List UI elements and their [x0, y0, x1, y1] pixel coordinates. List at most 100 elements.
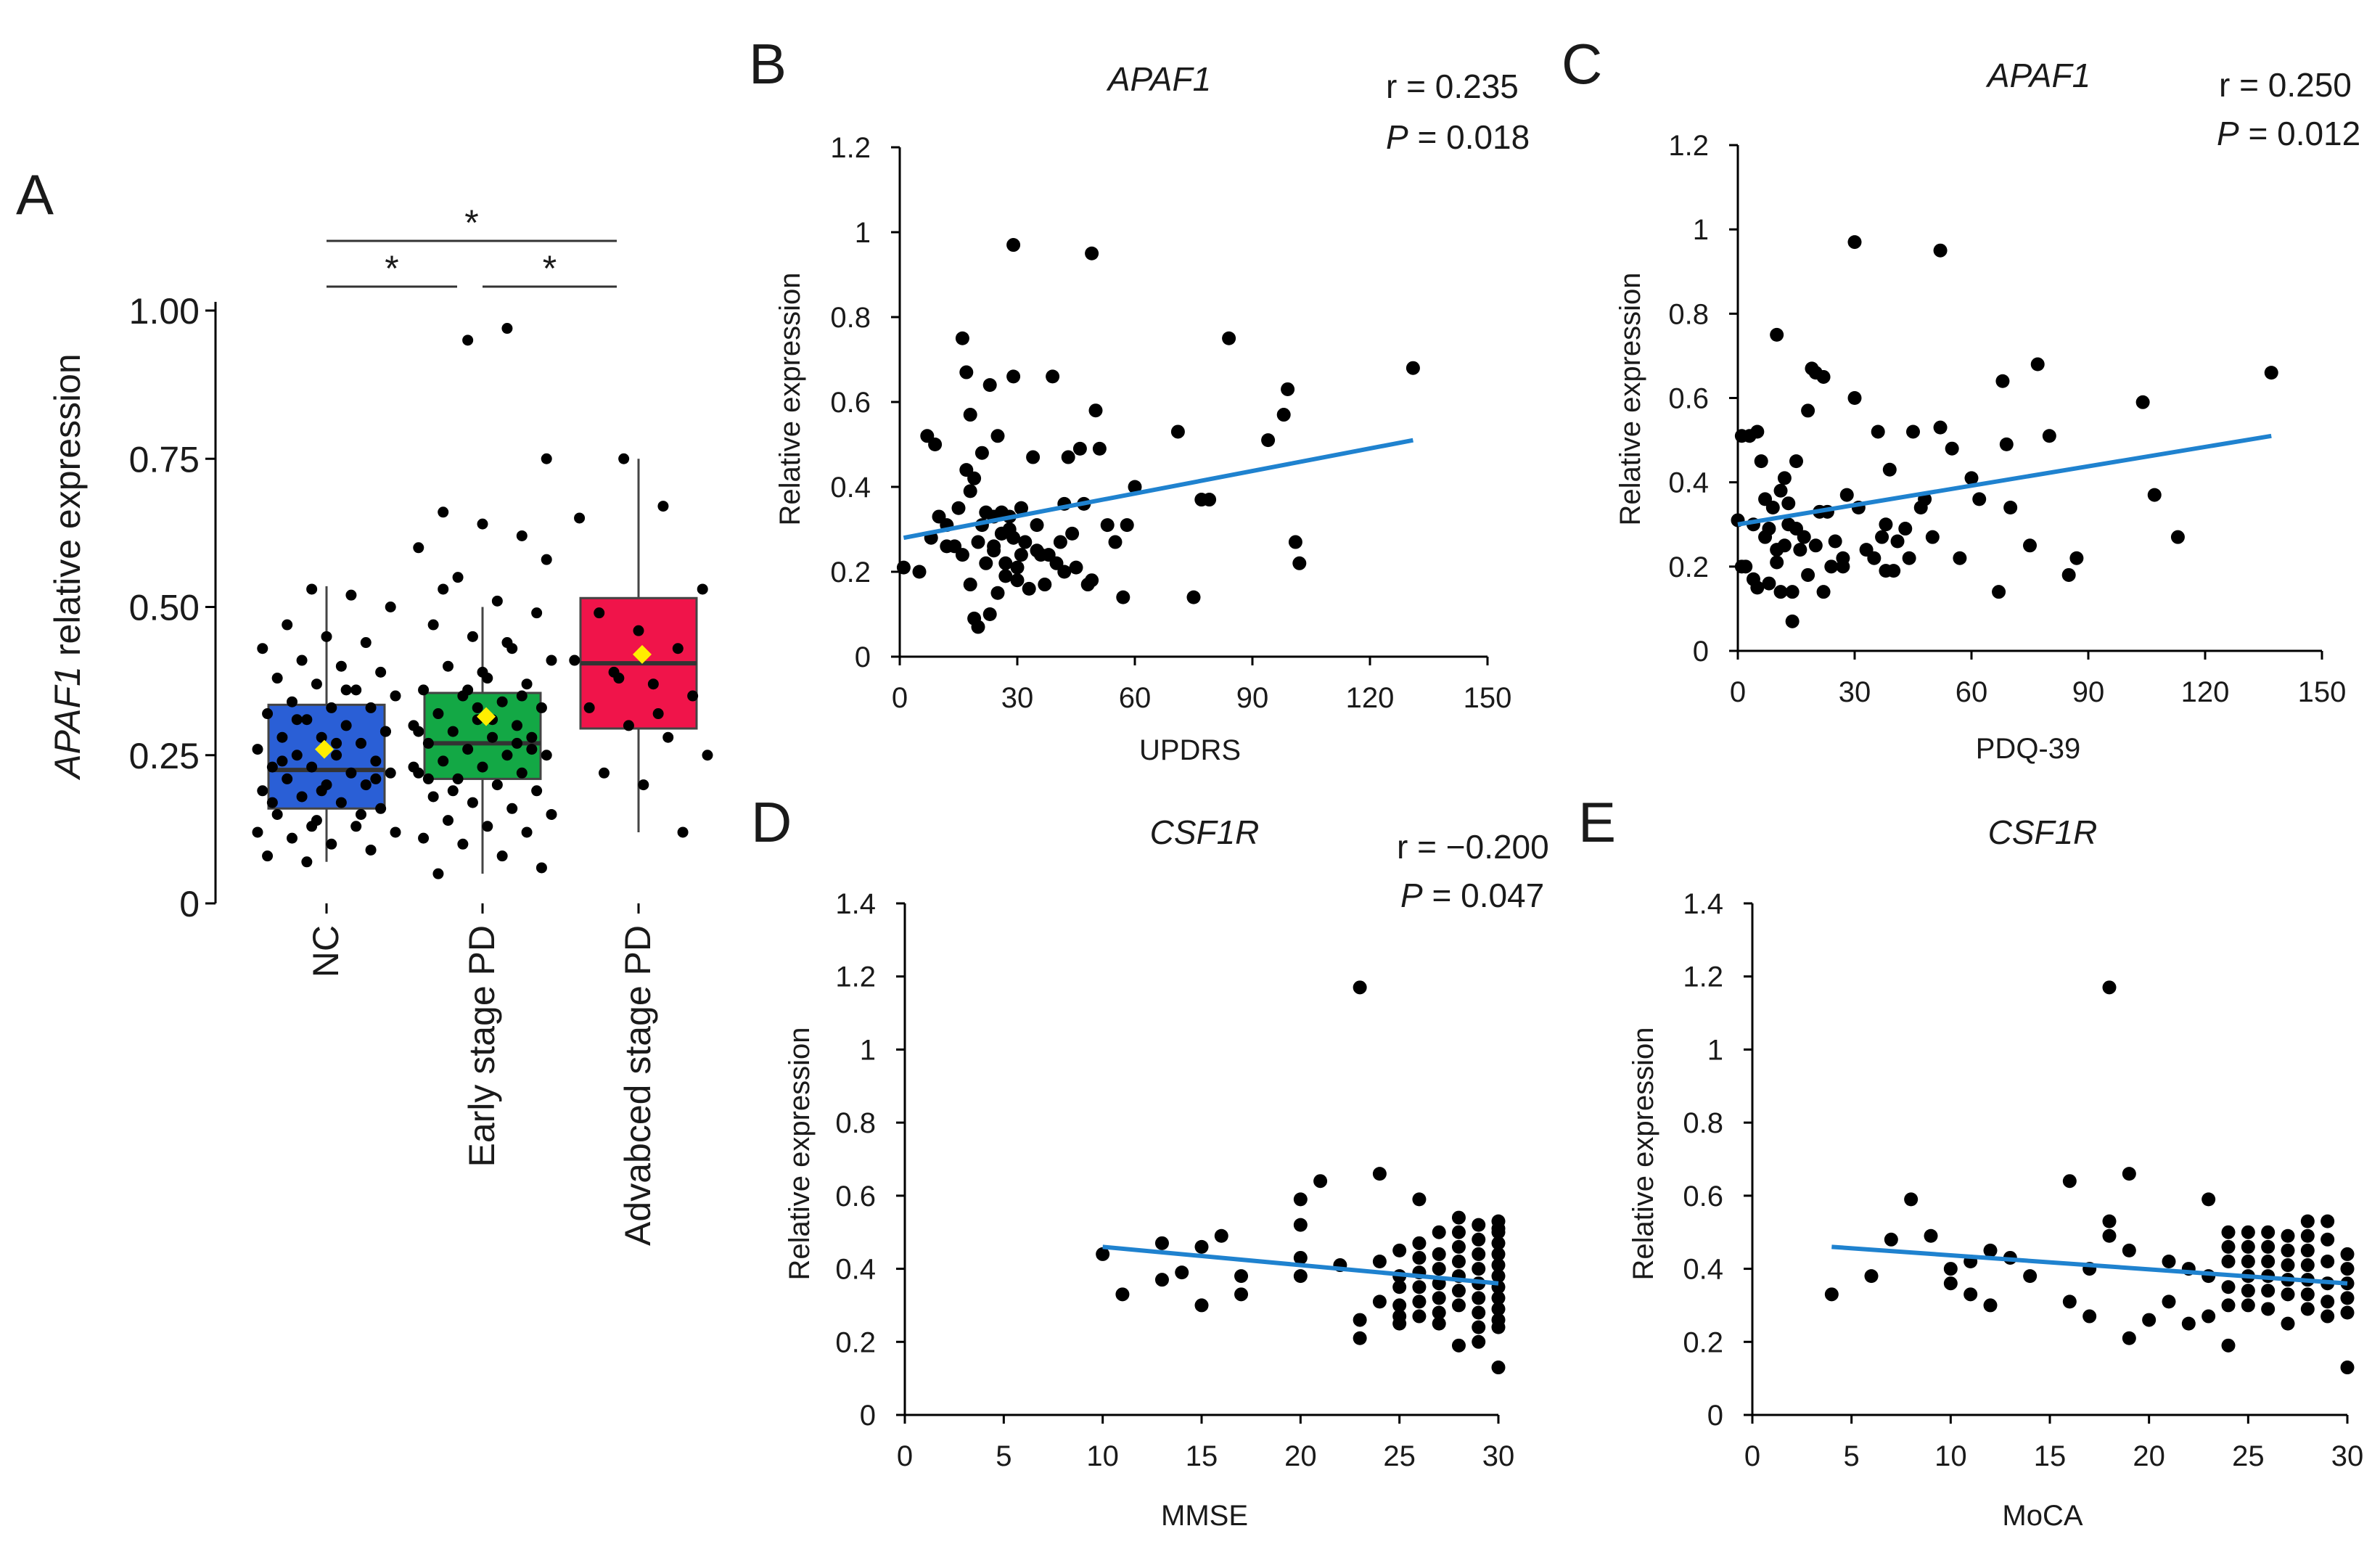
panel-b-point: [963, 578, 977, 592]
panel-b-point: [1072, 441, 1087, 456]
panel-c-point: [1773, 585, 1788, 599]
panel-e-point: [2202, 1192, 2216, 1207]
panel-d-point: [1392, 1243, 1407, 1257]
panel-c-xtick-label: 150: [2298, 676, 2347, 708]
panel-c-point: [2003, 501, 2018, 515]
panel-e-point: [2281, 1316, 2295, 1331]
panel-a-point: [390, 690, 401, 702]
panel-d-xtick-label: 25: [1383, 1440, 1416, 1472]
panel-a-point: [379, 726, 391, 737]
panel-e-point: [2300, 1243, 2315, 1257]
panel-c-fit-line: [1737, 433, 2272, 527]
panel-b-plot: 0 0.2 0.4 0.6 0.8 1 1.2 0 30 60 90 120 150: [830, 132, 1511, 714]
panel-a-point: [252, 744, 263, 755]
panel-b-point: [998, 556, 1013, 570]
panel-c-title: APAF1: [1985, 57, 2090, 94]
panel-a-point: [506, 803, 518, 814]
panel-d-ytick-label: 0: [860, 1400, 876, 1432]
panel-b-point: [1069, 560, 1083, 575]
panel-a-point: [491, 779, 503, 791]
panel-c-point: [2135, 395, 2150, 409]
panel-a-point: [287, 832, 298, 844]
panel-e-point: [2162, 1255, 2176, 1268]
panel-a-point: [335, 660, 347, 672]
panel-a-point: [356, 808, 366, 820]
panel-a-point: [360, 779, 372, 791]
panel-b-ytick-label: 0: [855, 641, 871, 673]
panel-a-point: [638, 779, 649, 791]
panel-a-point: [262, 708, 274, 720]
panel-a-ytick-label: 0: [179, 884, 200, 924]
panel-a-point: [652, 708, 664, 720]
panel-e-point: [2082, 1309, 2097, 1324]
panel-a-point: [291, 750, 303, 761]
panel-a-point: [306, 761, 318, 773]
panel-a-point: [326, 702, 337, 713]
panel-c-ytick-label: 1.2: [1668, 130, 1709, 162]
panel-b-point: [990, 429, 1005, 443]
panel-c-point: [1773, 483, 1788, 498]
panel-a-point: [350, 684, 362, 696]
panel-c-point: [1801, 403, 1815, 418]
panel-a-point: [467, 797, 478, 808]
panel-b-point: [928, 438, 943, 451]
panel-c-point: [1793, 543, 1807, 557]
panel-d-point: [1293, 1218, 1308, 1232]
panel-b-point: [967, 471, 982, 485]
panel-d-point: [1491, 1258, 1506, 1273]
panel-d-point: [1412, 1294, 1427, 1309]
panel-b-xtick-label: 150: [1464, 682, 1512, 714]
panel-b-point: [1088, 403, 1103, 418]
panel-a-point: [447, 785, 459, 797]
panel-d-point: [1472, 1320, 1486, 1334]
panel-e-point: [2162, 1294, 2176, 1309]
panel-a-point: [356, 737, 366, 749]
panel-e-point: [2122, 1243, 2136, 1257]
panel-a-point: [594, 607, 605, 619]
panel-a-sig-star: *: [385, 248, 398, 289]
panel-a-point: [287, 696, 298, 707]
panel-letter-d: D: [751, 790, 792, 854]
panel-e-point: [2102, 980, 2117, 995]
panel-d-xtick-label: 15: [1186, 1440, 1218, 1472]
panel-e-point: [1904, 1192, 1919, 1207]
panel-a-point: [301, 714, 313, 726]
panel-c-point: [1879, 517, 1893, 532]
panel-b-point: [1085, 246, 1099, 260]
panel-c-point: [2170, 530, 2185, 544]
panel-e-xtick-label: 0: [1744, 1440, 1760, 1472]
panel-a-point: [408, 761, 419, 773]
panel-c-point: [1777, 538, 1792, 553]
panel-c-xtick-label: 30: [1839, 676, 1871, 708]
panel-a-point: [365, 844, 377, 855]
panel-b-point: [1120, 518, 1134, 533]
panel-d-point: [1412, 1280, 1427, 1294]
panel-c-point: [1847, 235, 1862, 250]
panel-b-fit-line: [903, 438, 1413, 541]
panel-d-point: [1432, 1247, 1446, 1261]
panel-a-sig-star: *: [464, 202, 478, 243]
panel-d-point: [1154, 1273, 1169, 1287]
panel-d-ytick-label: 1: [860, 1034, 876, 1066]
panel-a-point: [672, 643, 684, 654]
panel-c-point: [1824, 559, 1839, 574]
panel-b-point: [1292, 556, 1307, 570]
panel-e-point: [2340, 1361, 2355, 1375]
panel-a-point: [375, 666, 387, 678]
panel-c-point: [2069, 551, 2084, 565]
panel-a-point: [516, 767, 528, 779]
panel-d-point: [1412, 1192, 1427, 1207]
panel-b-point: [1202, 493, 1217, 507]
panel-d-point: [1392, 1298, 1407, 1313]
panel-c-point: [2147, 488, 2162, 502]
panel-e-point: [2300, 1287, 2315, 1302]
panel-a-point: [257, 643, 268, 654]
panel-a-ytick-label: 0.25: [129, 736, 200, 776]
panel-b-point: [1100, 518, 1115, 533]
panel-e-point: [2281, 1243, 2295, 1257]
panel-c-point: [1906, 424, 1920, 439]
panel-a-point: [496, 850, 508, 862]
panel-d-ytick-label: 0.2: [835, 1326, 876, 1358]
panel-c-point: [1945, 441, 1959, 456]
panel-e-point: [2023, 1269, 2038, 1284]
